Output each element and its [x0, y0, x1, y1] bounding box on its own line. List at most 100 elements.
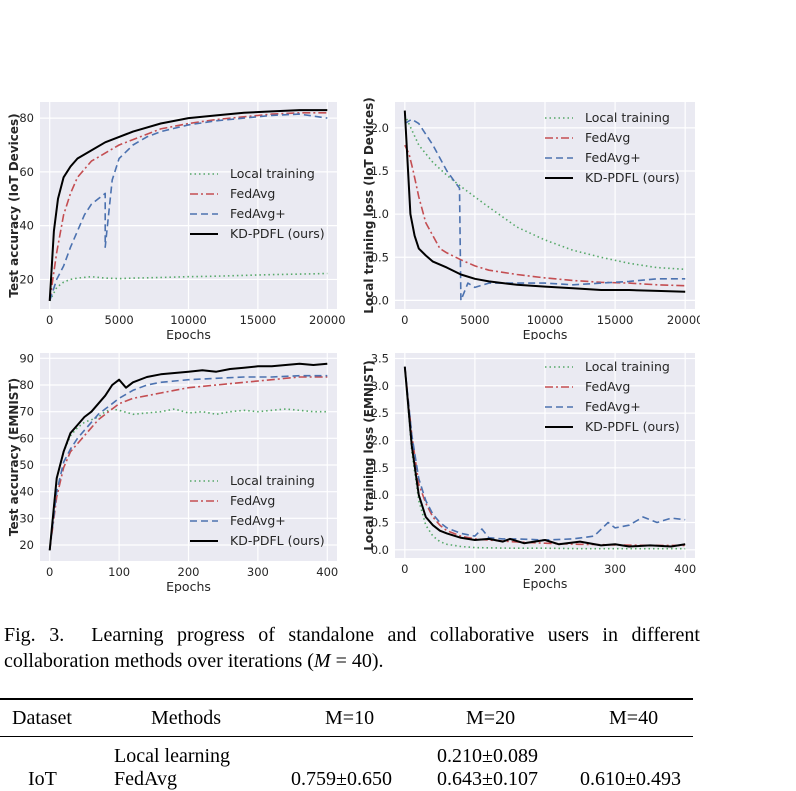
legend-label: FedAvg+ — [230, 513, 286, 528]
caption-label: Fig. 3. — [4, 624, 65, 646]
series-line — [404, 118, 686, 302]
x-tick-label: 5000 — [104, 313, 133, 327]
series-line — [403, 110, 686, 293]
y-tick-label: 0.0 — [371, 543, 389, 557]
y-tick-label: 60 — [19, 165, 34, 179]
results-table: Dataset Methods M=10 M=20 M=40 Local lea… — [0, 698, 696, 791]
figure-panel: 0 5000 10000 15000 20000 0.0 0.5 1.0 1.5 2.0 Epoch… — [355, 92, 703, 342]
series-line — [48, 362, 328, 551]
series-line — [48, 113, 328, 302]
table-cell-m20: 0.643±0.107 — [437, 768, 538, 790]
table-cell-m10: 0.759±0.650 — [291, 768, 392, 790]
y-tick-label: 50 — [19, 458, 34, 472]
y-tick-label: 0.5 — [371, 250, 389, 264]
table-cell-dataset: IoT — [28, 768, 57, 790]
caption-value: 40 — [351, 650, 372, 672]
legend-label: Local training — [585, 110, 670, 125]
y-tick-label: 1.5 — [371, 164, 389, 178]
x-tick-label: 20000 — [667, 313, 700, 327]
chart-emnist-accuracy: 0 100 200 300 400 20 30 40 50 60 70 80 90 Epochs Test … — [7, 351, 338, 594]
y-axis-label: Test accuracy (EMNIST) — [7, 378, 21, 536]
x-tick-label: 100 — [108, 565, 130, 579]
chart-iot-loss: 0 5000 10000 15000 20000 0.0 0.5 1.0 1.5 2.0 Epoch… — [362, 97, 703, 342]
table-cell-m40: 0.610±0.493 — [580, 768, 681, 790]
y-axis-label: Local training loss (IoT Devices) — [362, 97, 376, 314]
legend-label: KD-PDFL (ours) — [585, 419, 680, 434]
y-tick-label: 1.0 — [371, 207, 389, 221]
y-tick-label: 40 — [19, 219, 34, 233]
table-header-m40: M=40 — [609, 707, 659, 729]
x-axis-label: Epochs — [523, 327, 568, 340]
y-tick-label: 2.0 — [371, 121, 389, 135]
y-tick-label: 80 — [19, 378, 34, 392]
table-cell-m20: 0.210±0.089 — [437, 745, 538, 767]
figure-panel: 0 100 200 300 400 20 30 40 50 60 70 80 90 Epochs Test … — [0, 343, 345, 594]
table-cell-method: Local learning — [114, 745, 231, 767]
y-tick-label: 1.0 — [371, 488, 389, 502]
x-tick-label: 20000 — [309, 313, 345, 327]
legend-label: FedAvg+ — [230, 206, 286, 221]
y-tick-label: 3.5 — [371, 351, 389, 365]
y-tick-label: 2.5 — [371, 406, 389, 420]
x-tick-label: 5000 — [460, 313, 489, 327]
y-tick-label: 40 — [19, 485, 34, 499]
x-tick-label: 0 — [401, 562, 408, 576]
x-tick-label: 0 — [46, 565, 53, 579]
series-line — [48, 111, 328, 302]
table-header-methods: Methods — [151, 707, 221, 729]
table-header-m10: M=10 — [325, 707, 375, 729]
caption-text-end: ). — [371, 650, 384, 672]
x-tick-label: 10000 — [527, 313, 564, 327]
y-tick-label: 60 — [19, 431, 34, 445]
legend-label: FedAvg — [585, 130, 630, 145]
legend-label: KD-PDFL (ours) — [230, 533, 325, 548]
y-tick-label: 20 — [19, 538, 34, 552]
figure-panel: 0 5000 10000 15000 20000 20 40 60 80 Epochs Test a… — [0, 92, 346, 342]
x-tick-label: 0 — [401, 313, 408, 327]
series-line — [404, 144, 686, 287]
x-tick-label: 300 — [247, 565, 269, 579]
chart-iot-accuracy: 0 5000 10000 15000 20000 20 40 60 80 Epochs Test a… — [7, 102, 346, 342]
legend-label: FedAvg — [230, 493, 275, 508]
x-axis-label: Epochs — [523, 576, 568, 591]
y-axis-label: Local training loss (EMNIST) — [362, 360, 376, 551]
legend-label: FedAvg+ — [585, 150, 641, 165]
y-tick-label: 0.5 — [371, 515, 389, 529]
y-tick-label: 2.0 — [371, 433, 389, 447]
series-line — [404, 114, 686, 271]
figure-caption: Fig. 3. Learning progress of standalone … — [4, 622, 700, 674]
x-tick-label: 400 — [316, 565, 338, 579]
table-cell-method: FedAvg — [114, 768, 177, 790]
series-line — [48, 272, 328, 302]
y-axis-label: Test accuracy (IoT Devices) — [7, 113, 21, 297]
legend-label: Local training — [230, 473, 315, 488]
x-tick-label: 100 — [464, 562, 486, 576]
x-tick-label: 0 — [46, 313, 53, 327]
x-tick-label: 200 — [534, 562, 556, 576]
x-tick-label: 10000 — [170, 313, 207, 327]
table-mid-rule — [0, 736, 693, 737]
x-axis-label: Epochs — [166, 327, 211, 340]
chart-emnist-loss: 0 100 200 300 400 0.0 0.5 1.0 1.5 2.0 2.5 3.0 3.5 Epo… — [362, 351, 696, 591]
y-tick-label: 0.0 — [371, 293, 389, 307]
caption-variable: M — [313, 650, 331, 672]
x-tick-label: 200 — [178, 565, 200, 579]
legend-label: FedAvg — [230, 186, 275, 201]
y-tick-label: 70 — [19, 405, 34, 419]
caption-text: Learning progress of standalone and coll… — [4, 624, 700, 672]
x-tick-label: 300 — [604, 562, 626, 576]
x-tick-label: 15000 — [240, 313, 277, 327]
y-tick-label: 80 — [19, 111, 34, 125]
series-line — [403, 366, 686, 548]
caption-operator: = — [330, 650, 352, 672]
figure-panel: 0 100 200 300 400 0.0 0.5 1.0 1.5 2.0 2.5 3.0 3.5 Epo… — [355, 343, 700, 593]
legend-label: KD-PDFL (ours) — [585, 170, 680, 185]
series-line — [48, 109, 328, 301]
legend-label: FedAvg+ — [585, 399, 641, 414]
legend-label: Local training — [230, 166, 315, 181]
series-line — [404, 366, 686, 550]
y-tick-label: 1.5 — [371, 461, 389, 475]
y-tick-label: 3.0 — [371, 379, 389, 393]
legend-label: Local training — [585, 359, 670, 374]
table-header-dataset: Dataset — [12, 707, 72, 729]
